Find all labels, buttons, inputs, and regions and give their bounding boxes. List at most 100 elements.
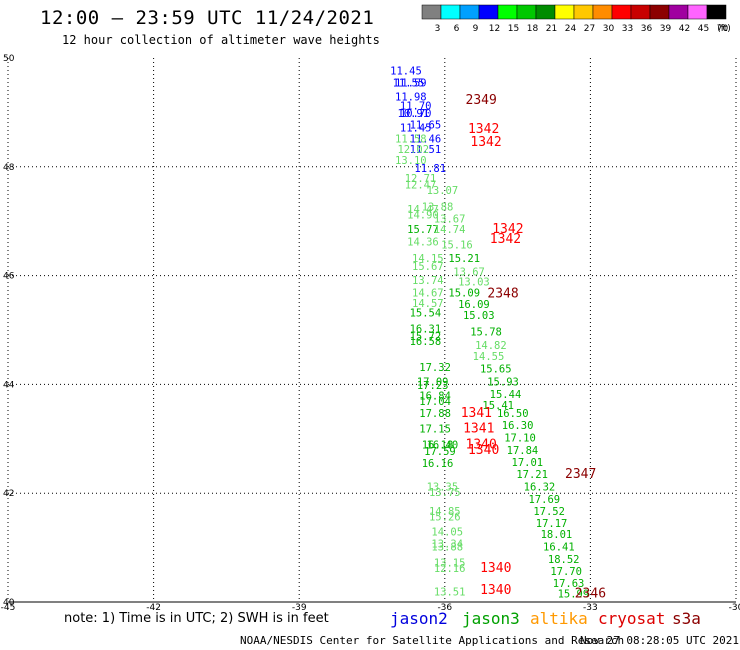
wave-height-label: 15.93 xyxy=(487,376,519,388)
wave-height-label: 15.65 xyxy=(480,363,512,375)
legend-swatch xyxy=(649,4,670,20)
wave-height-label: 14.15 xyxy=(412,253,444,265)
wave-height-label: 13.15 xyxy=(434,558,466,570)
legend-swatch xyxy=(687,4,708,20)
wave-height-label: 11.46 xyxy=(410,133,442,145)
legend-label: 18 xyxy=(527,24,539,34)
wave-height-label: 12.16 xyxy=(434,563,466,575)
cycle-label: 2346 xyxy=(575,587,606,602)
legend-label: 9 xyxy=(473,24,479,34)
cycle-label: 1342 xyxy=(468,122,499,137)
wave-height-label: 17.10 xyxy=(504,433,536,445)
legend-label: 24 xyxy=(565,24,577,34)
wave-height-label: 13.88 xyxy=(422,201,454,213)
wave-height-label: 11.58 xyxy=(395,133,427,145)
x-tick-label: -36 xyxy=(437,603,452,613)
satellite-jason2: jason2 xyxy=(390,609,448,628)
wave-height-label: 15.99 xyxy=(558,589,590,601)
legend-swatch xyxy=(421,4,442,20)
wave-height-label: 10.91 xyxy=(397,108,429,120)
wave-height-label: 13.88 xyxy=(431,541,463,553)
wave-height-label: 17.63 xyxy=(553,578,585,590)
wave-height-label: 14.90 xyxy=(407,209,439,221)
axes: -45 -42 -39 -36 -33 -30 40 42 44 46 48 50 xyxy=(1,54,740,613)
wave-height-label: 16.41 xyxy=(543,541,575,553)
legend-label: 42 xyxy=(679,24,690,34)
wave-height-label: 16.50 xyxy=(497,408,529,420)
wave-height-label: 16.30 xyxy=(502,420,534,432)
wave-height-label: 17.70 xyxy=(550,566,582,578)
wave-height-label: 11.59 xyxy=(395,77,427,89)
legend-swatch xyxy=(706,4,727,20)
wave-height-label: 13.67 xyxy=(434,213,466,225)
wave-height-label: 17.59 xyxy=(424,446,456,458)
wave-height-label: 15.16 xyxy=(441,239,473,251)
wave-height-label: 17.09 xyxy=(417,376,449,388)
legend-unit: (ft) xyxy=(717,24,731,34)
legend-swatch xyxy=(497,4,518,20)
legend-swatch xyxy=(478,4,499,20)
wave-height-label: 15.72 xyxy=(410,331,442,343)
wave-height-label: 11.65 xyxy=(410,120,442,132)
x-tick-label: -30 xyxy=(729,603,740,613)
wave-height-label: 11.55 xyxy=(393,77,425,89)
wave-height-label: 13.34 xyxy=(431,539,463,551)
wave-height-label: 14.36 xyxy=(407,237,439,249)
wave-height-label: 15.78 xyxy=(470,326,502,338)
y-tick-label: 44 xyxy=(3,380,15,390)
cycle-label: 1341 xyxy=(463,421,494,436)
wave-height-label: 12.47 xyxy=(405,180,437,192)
wave-height-label: 15.67 xyxy=(412,261,444,273)
wave-height-label: 17.17 xyxy=(536,518,568,530)
wave-height-label: 13.03 xyxy=(458,276,490,288)
grid-lines xyxy=(8,58,736,602)
legend-swatch xyxy=(440,4,461,20)
legend-label: 36 xyxy=(641,24,653,34)
wave-height-label: 14.05 xyxy=(431,527,463,539)
wave-height-label: 16.40 xyxy=(427,440,459,452)
wave-height-label: 14.55 xyxy=(473,351,505,363)
satellite-cryosat: cryosat xyxy=(598,609,666,628)
wave-height-label: 14.85 xyxy=(429,506,461,518)
wave-height-label: 17.01 xyxy=(512,457,544,469)
legend-label: 30 xyxy=(603,24,615,34)
legend-swatch xyxy=(554,4,575,20)
legend-label: 21 xyxy=(546,24,557,34)
satellite-altika: altika xyxy=(530,609,588,628)
wave-height-label: 14.57 xyxy=(412,298,444,310)
wave-height-label: 17.88 xyxy=(419,408,451,420)
legend-label: 15 xyxy=(508,24,519,34)
cycle-label: 1340 xyxy=(466,438,497,453)
wave-height-label: 17.23 xyxy=(417,380,449,392)
legend-label: 27 xyxy=(584,24,595,34)
wave-height-label: 13.10 xyxy=(395,155,427,167)
wave-height-label: 15.26 xyxy=(429,511,461,523)
note-text: note: 1) Time is in UTC; 2) SWH is in fe… xyxy=(64,611,329,626)
legend-swatch xyxy=(592,4,613,20)
wave-height-label: 16.31 xyxy=(410,324,442,336)
wave-height-label: 18.01 xyxy=(541,529,573,541)
cycle-label: 1342 xyxy=(492,222,523,237)
legend-label: 12 xyxy=(489,24,500,34)
wave-height-label: 16.32 xyxy=(524,481,556,493)
legend-swatch xyxy=(630,4,651,20)
legend-swatch xyxy=(611,4,632,20)
wave-height-label: 16.18 xyxy=(422,440,454,452)
cycle-label: 2348 xyxy=(487,286,518,301)
cycle-label: 1340 xyxy=(480,561,511,576)
cycle-label: 1340 xyxy=(468,443,499,458)
color-legend: 3 6 9 12 15 18 21 24 27 30 33 36 39 42 45 70(ft) xyxy=(421,4,731,34)
wave-height-label: 14.74 xyxy=(434,224,466,236)
y-tick-label: 40 xyxy=(3,598,15,608)
wave-height-label: 17.69 xyxy=(528,494,560,506)
legend-label: 45 xyxy=(698,24,709,34)
legend-swatch xyxy=(668,4,689,20)
y-tick-label: 48 xyxy=(3,163,15,173)
legend-label: 3 xyxy=(435,24,441,34)
wave-height-label: 17.15 xyxy=(419,423,451,435)
wave-height-label: 17.84 xyxy=(507,445,539,457)
wave-height-label: 13.35 xyxy=(427,481,459,493)
chart-title: 12:00 – 23:59 UTC 11/24/2021 xyxy=(40,7,375,29)
wave-height-label: 10.70 xyxy=(400,108,432,120)
y-tick-label: 42 xyxy=(3,489,14,499)
